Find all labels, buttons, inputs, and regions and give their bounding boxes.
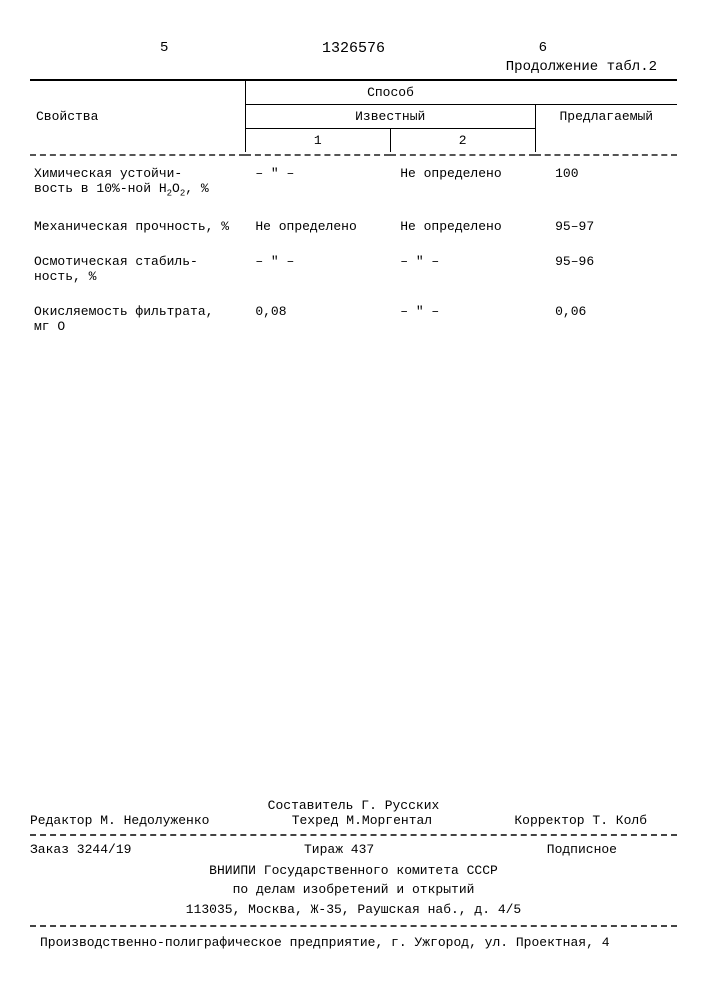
table-row: Химическая устойчи-вость в 10%-ной H2O2,… (30, 155, 677, 209)
footer-divider (30, 925, 677, 927)
th-properties: Свойства (36, 109, 98, 124)
cell-val: 95–97 (555, 219, 594, 234)
footer-compiler: Составитель Г. Русских (268, 798, 440, 813)
page-num-left: 5 (160, 40, 168, 56)
cell-val: – " – (255, 254, 294, 269)
cell-val: 0,08 (255, 304, 286, 319)
cell-val: 95–96 (555, 254, 594, 269)
cell-val: Не определено (400, 166, 501, 181)
th-known: Известный (355, 109, 425, 124)
cell-val: 0,06 (555, 304, 586, 319)
th-method: Способ (367, 85, 414, 100)
footer-subscr: Подписное (547, 842, 617, 857)
cell-val: Не определено (400, 219, 501, 234)
footer-org1: ВНИИПИ Государственного комитета СССР (209, 863, 498, 878)
table-row: Механическая прочность, % Не определено … (30, 209, 677, 244)
document-number: 1326576 (30, 40, 677, 57)
th-sub2: 2 (459, 133, 467, 148)
footer-addr: 113035, Москва, Ж-35, Раушская наб., д. … (186, 902, 521, 917)
th-sub1: 1 (314, 133, 322, 148)
table-continuation-label: Продолжение табл.2 (30, 59, 677, 75)
cell-val: – " – (400, 254, 439, 269)
table-row: Окисляемость фильтрата,мг O 0,08 – " – 0… (30, 294, 677, 344)
footer-divider (30, 834, 677, 836)
footer-order: Заказ 3244/19 (30, 842, 131, 857)
cell-prop: Окисляемость фильтрата,мг O (34, 304, 213, 334)
document-footer: Составитель Г. Русских Редактор М. Недол… (30, 814, 677, 951)
cell-prop: Химическая устойчи-вость в 10%-ной H2O2,… (34, 166, 209, 196)
footer-techred: Техред М.Моргентал (292, 813, 432, 828)
th-proposed: Предлагаемый (559, 109, 653, 124)
cell-val: Не определено (255, 219, 356, 234)
footer-editor: Редактор М. Недолуженко (30, 813, 209, 828)
cell-prop: Осмотическая стабиль-ность, % (34, 254, 198, 284)
cell-val: – " – (255, 166, 294, 181)
properties-table: Свойства Способ Известный Предлагаемый 1… (30, 79, 677, 344)
footer-org2: по делам изобретений и открытий (233, 882, 475, 897)
footer-tirazh: Тираж 437 (304, 842, 374, 857)
footer-corrector: Корректор Т. Колб (514, 813, 647, 828)
footer-printer: Производственно-полиграфическое предприя… (40, 935, 610, 950)
cell-val: 100 (555, 166, 578, 181)
cell-prop: Механическая прочность, % (34, 219, 229, 234)
page-num-right: 6 (539, 40, 547, 56)
table-row: Осмотическая стабиль-ность, % – " – – " … (30, 244, 677, 294)
cell-val: – " – (400, 304, 439, 319)
